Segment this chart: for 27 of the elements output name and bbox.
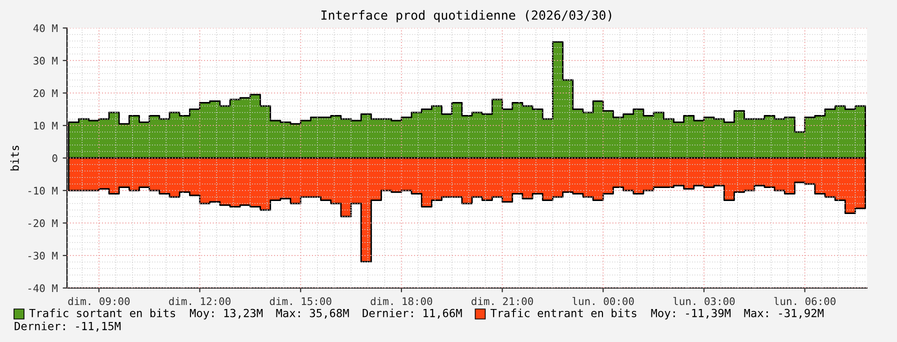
text: Max: 35,68M <box>276 308 349 319</box>
legend-label: Trafic entrant en bits <box>490 308 636 318</box>
y-tick-label: -30 M <box>28 252 58 260</box>
y-tick-label: -10 M <box>28 186 58 195</box>
x-tick-label: lun. 06:00 <box>774 297 836 306</box>
x-tick-label: dim. 15:00 <box>270 297 332 306</box>
x-tick-label: dim. 21:00 <box>472 297 533 306</box>
y-tick-label: -20 M <box>28 219 58 228</box>
text: Moy: 13,23M <box>190 308 263 320</box>
legend-label: Trafic sortant en bits <box>29 308 176 318</box>
y-tick-label: 20 M <box>34 89 58 98</box>
y-tick-label: 10 M <box>34 122 58 130</box>
x-tick-label: dim. 18:00 <box>370 297 432 306</box>
y-tick-label: 0 <box>52 154 58 162</box>
text: Dernier: -11,15M <box>14 322 121 332</box>
y-axis-title: bits <box>10 146 19 170</box>
text: Dernier: 11,66M <box>362 308 462 319</box>
text: Moy: -11,39M <box>651 308 731 320</box>
x-tick-label: dim. 09:00 <box>68 297 130 306</box>
x-tick-label: dim. 12:00 <box>169 297 230 306</box>
x-tick-label: lun. 03:00 <box>673 297 735 306</box>
chart-title: Interface prod quotidienne (2026/03/30) <box>321 10 612 22</box>
text: Max: -31,92M <box>744 308 824 319</box>
y-tick-label: -40 M <box>28 284 58 292</box>
x-tick-label: lun. 00:00 <box>572 297 634 306</box>
y-tick-label: 30 M <box>34 56 58 65</box>
y-tick-label: 40 M <box>33 24 58 32</box>
